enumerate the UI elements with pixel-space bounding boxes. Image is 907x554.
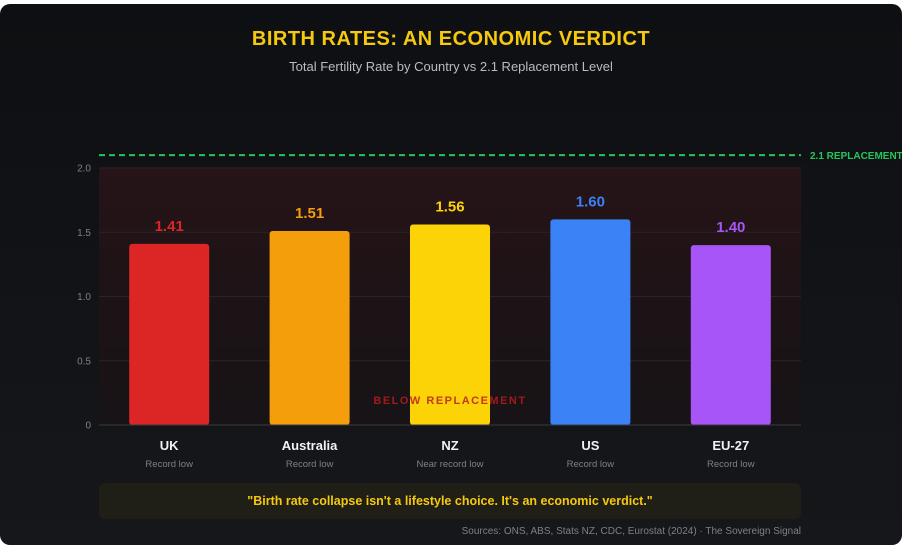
chart-card: BIRTH RATES: AN ECONOMIC VERDICT Total F… <box>0 4 902 545</box>
bar-us <box>550 219 631 425</box>
bar-nz <box>410 224 490 425</box>
bar-australia <box>269 230 350 425</box>
replacement-line-label: 2.1 REPLACEMENT <box>810 151 902 162</box>
x-tick-label: NZ <box>441 438 458 453</box>
x-tick-label: US <box>581 438 599 453</box>
below-replacement-label: BELOW REPLACEMENT <box>373 395 526 407</box>
bar-value-label: 1.56 <box>435 199 464 216</box>
chart-subtitle: Total Fertility Rate by Country vs 2.1 R… <box>289 59 613 74</box>
bar-value-label: 1.51 <box>295 205 324 222</box>
x-tick-note: Near record low <box>416 459 483 470</box>
x-tick-label: UK <box>160 438 179 453</box>
bar-value-label: 1.41 <box>155 218 184 235</box>
x-tick-label: Australia <box>282 438 338 453</box>
bar-value-label: 1.40 <box>716 219 745 236</box>
bar-uk <box>129 243 210 425</box>
bars: 1.41 1.51 1.56 1.60 1.40 <box>129 193 771 425</box>
x-tick-label: EU-27 <box>712 438 749 453</box>
y-axis-ticks: 0 0.5 1.0 1.5 2.0 <box>77 164 91 432</box>
bar-chart: 0 0.5 1.0 1.5 2.0 1.41 1.51 1.56 1.60 1.40 BELOW… <box>77 151 902 470</box>
y-tick-label: 1.5 <box>77 228 91 239</box>
bar-eu-27 <box>690 245 771 425</box>
x-axis-labels: UK Record low Australia Record low NZ Near re… <box>145 438 754 470</box>
x-tick-note: Record low <box>567 459 615 470</box>
quote-box: "Birth rate collapse isn't a lifestyle c… <box>99 483 801 519</box>
replacement-line: 2.1 REPLACEMENT <box>99 151 902 162</box>
y-tick-label: 2.0 <box>77 164 91 175</box>
x-tick-note: Record low <box>145 459 193 470</box>
y-tick-label: 1.0 <box>77 292 91 303</box>
y-tick-label: 0 <box>85 421 91 432</box>
bar-value-label: 1.60 <box>576 193 605 210</box>
x-tick-note: Record low <box>707 459 755 470</box>
chart-title: BIRTH RATES: AN ECONOMIC VERDICT <box>251 28 651 50</box>
x-tick-note: Record low <box>286 459 334 470</box>
y-tick-label: 0.5 <box>77 356 91 367</box>
sources-note: Sources: ONS, ABS, Stats NZ, CDC, Eurost… <box>461 526 801 537</box>
quote-text: "Birth rate collapse isn't a lifestyle c… <box>247 494 653 508</box>
